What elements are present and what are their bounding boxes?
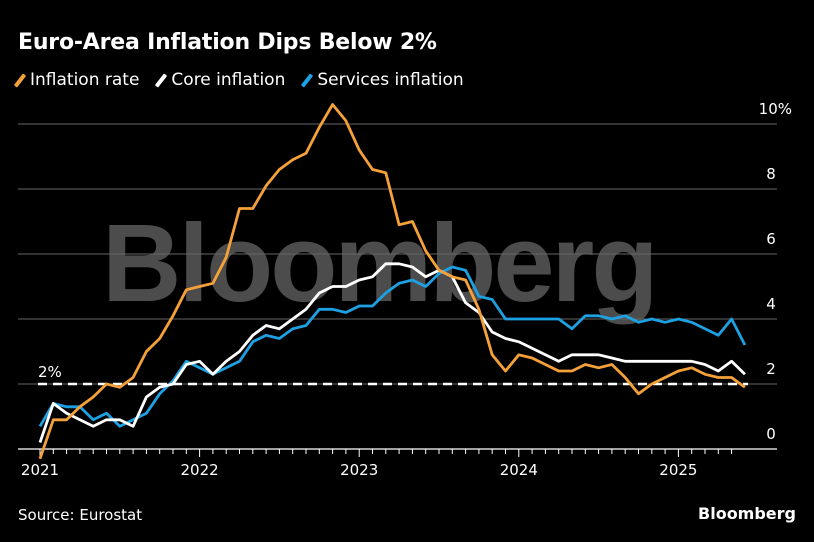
y-tick-label: 8 <box>766 165 776 183</box>
legend-item-services-inflation: Services inflation <box>301 70 464 90</box>
series-line-services-inflation <box>38 265 747 428</box>
series-line-core-inflation <box>38 262 746 443</box>
gridlines <box>18 123 777 385</box>
legend-label: Core inflation <box>171 70 286 90</box>
x-tick-label: 2022 <box>181 461 219 479</box>
x-tick-label: 2025 <box>659 461 697 479</box>
watermark-logo: Bloomberg <box>102 202 659 325</box>
legend: Inflation rate Core inflation Services i… <box>13 70 464 90</box>
source-note: Source: Eurostat <box>18 506 143 524</box>
legend-label: Inflation rate <box>30 70 140 90</box>
y-tick-label: 4 <box>766 295 776 313</box>
x-tick-label: 2023 <box>340 461 378 479</box>
y-tick-label: 6 <box>766 230 776 248</box>
reference-line-2pct: 2% <box>38 363 748 386</box>
x-tick-label: 2024 <box>500 461 538 479</box>
legend-item-inflation-rate: Inflation rate <box>13 70 140 90</box>
series-lines <box>38 103 747 460</box>
y-tick-label: 0 <box>766 425 776 443</box>
reference-line-label: 2% <box>38 363 62 381</box>
chart-title: Euro-Area Inflation Dips Below 2% <box>18 30 437 55</box>
series-line-inflation-rate <box>38 103 746 460</box>
legend-item-core-inflation: Core inflation <box>155 70 286 90</box>
x-tick-label: 2021 <box>21 461 59 479</box>
brand-logo: Bloomberg <box>698 504 796 523</box>
y-tick-label: 10% <box>759 100 792 118</box>
legend-label: Services inflation <box>317 70 464 90</box>
y-axis-ticks: 0 2 4 6 8 10% <box>759 100 792 443</box>
y-tick-label: 2 <box>766 360 776 378</box>
x-axis: 2021 2022 2023 2024 2025 <box>18 448 777 479</box>
